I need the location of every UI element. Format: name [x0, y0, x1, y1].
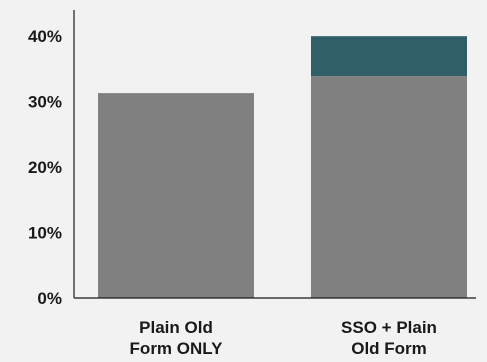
- y-tick-label: 0%: [37, 289, 62, 308]
- y-tick-label: 30%: [28, 93, 62, 112]
- y-tick-labels: 0% 10% 20% 30% 40%: [28, 27, 62, 308]
- x-category-label: SSO + Plain Old Form: [341, 318, 437, 358]
- bars-group: [98, 36, 467, 298]
- y-tick-label: 40%: [28, 27, 62, 46]
- bar-2-segment-1: [311, 76, 467, 298]
- x-category-labels: Plain Old Form ONLY SSO + Plain Old Form: [130, 318, 437, 358]
- y-tick-label: 10%: [28, 224, 62, 243]
- x-category-label-line: Old Form: [351, 339, 427, 358]
- y-tick-label: 20%: [28, 158, 62, 177]
- x-category-label-line: Plain Old: [139, 318, 213, 337]
- bar-2-segment-2: [311, 36, 467, 77]
- x-category-label-line: SSO + Plain: [341, 318, 437, 337]
- x-category-label-line: Form ONLY: [130, 339, 224, 358]
- axes-group: [73, 10, 476, 299]
- x-category-label: Plain Old Form ONLY: [130, 318, 224, 358]
- bar-1-segment-1: [98, 93, 254, 298]
